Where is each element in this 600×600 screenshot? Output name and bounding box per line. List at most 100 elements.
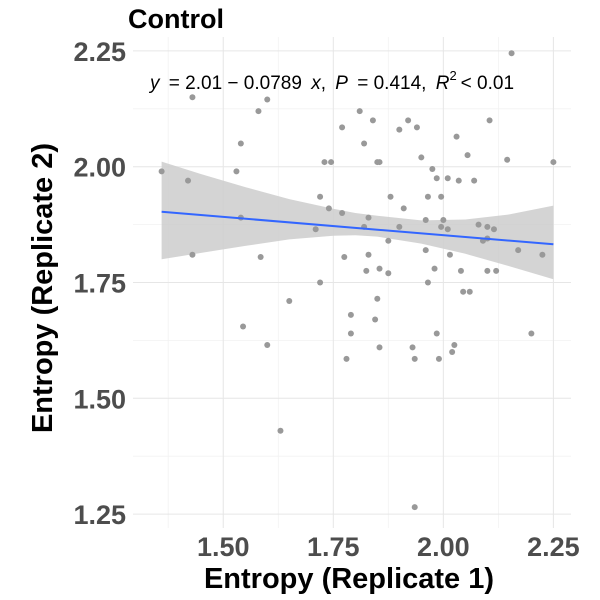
data-point (361, 140, 368, 147)
data-point (446, 251, 453, 258)
data-point (435, 355, 442, 362)
data-point (431, 265, 438, 272)
data-point (396, 126, 403, 133)
data-point (257, 254, 264, 261)
data-point (440, 216, 447, 223)
data-point (264, 96, 271, 103)
data-point (490, 226, 497, 233)
data-point (356, 108, 363, 115)
data-point (400, 205, 407, 212)
x-axis-title: Entropy (Replicate 1) (204, 563, 494, 595)
data-point (444, 175, 451, 182)
y-tick-label: 2.00 (73, 153, 126, 183)
data-point (504, 156, 511, 163)
data-point (550, 159, 557, 166)
x-tick-label: 2.25 (527, 532, 580, 562)
data-point (369, 117, 376, 124)
data-point (424, 193, 431, 200)
data-point (438, 193, 445, 200)
data-point (449, 348, 456, 355)
data-point (343, 355, 350, 362)
data-point (433, 175, 440, 182)
data-point (321, 159, 328, 166)
data-point (376, 344, 383, 351)
y-tick-label: 1.75 (73, 269, 126, 299)
data-point (325, 205, 332, 212)
grid (133, 37, 571, 528)
chart-title: Control (128, 4, 224, 34)
data-point (376, 265, 383, 272)
annotation-x-var: x (310, 73, 322, 94)
data-point (317, 193, 324, 200)
data-point (453, 133, 460, 140)
y-tick-label: 1.25 (73, 500, 126, 530)
annotation-y-var: y (148, 73, 161, 94)
data-point (277, 427, 284, 434)
data-point (471, 177, 478, 184)
data-point (339, 210, 346, 217)
data-point (539, 251, 546, 258)
data-point (264, 342, 271, 349)
y-axis-title: Entropy (Replicate 2) (27, 143, 59, 433)
data-point (185, 177, 192, 184)
data-point (363, 267, 370, 274)
data-point (444, 226, 451, 233)
data-point (418, 154, 425, 161)
annotation-r-name: R (436, 73, 450, 94)
data-point (347, 311, 354, 318)
annotation-r-value: < 0.01 (461, 73, 514, 94)
data-point (347, 330, 354, 337)
data-point (424, 279, 431, 286)
data-points (158, 50, 557, 511)
data-point (387, 193, 394, 200)
data-point (365, 251, 372, 258)
y-tick-label: 2.25 (73, 37, 126, 67)
data-point (189, 251, 196, 258)
data-point (339, 124, 346, 131)
data-point (466, 288, 473, 295)
regression-line-group (161, 210, 554, 246)
data-point (396, 223, 403, 230)
data-point (376, 159, 383, 166)
x-tick-label: 1.50 (197, 532, 250, 562)
data-point (233, 168, 240, 175)
data-point (475, 221, 482, 228)
data-point (455, 177, 462, 184)
data-point (365, 214, 372, 221)
data-point (312, 226, 319, 233)
data-point (189, 94, 196, 101)
y-tick-labels: 1.25 1.50 1.75 2.00 2.25 (73, 37, 126, 530)
x-tick-label: 2.00 (417, 532, 470, 562)
data-point (438, 223, 445, 230)
annotation-r-sup: 2 (449, 68, 456, 83)
data-point (451, 342, 458, 349)
annotation-equation: = 2.01 − 0.0789 (169, 73, 302, 94)
data-point (486, 117, 493, 124)
data-point (457, 267, 464, 274)
x-tick-labels: 1.50 1.75 2.00 2.25 (197, 532, 580, 562)
data-point (237, 140, 244, 147)
x-tick-label: 1.75 (307, 532, 360, 562)
data-point (422, 247, 429, 254)
data-point (341, 254, 348, 261)
data-point (484, 267, 491, 274)
y-tick-label: 1.50 (73, 384, 126, 414)
data-point (464, 152, 471, 159)
annotation-comma: , (321, 73, 326, 94)
data-point (411, 504, 418, 511)
data-point (317, 279, 324, 286)
data-point (528, 330, 535, 337)
data-point (374, 295, 381, 302)
data-point (493, 267, 500, 274)
data-point (385, 237, 392, 244)
data-point (429, 166, 436, 173)
regression-line (161, 210, 554, 246)
data-point (411, 355, 418, 362)
data-point (460, 288, 467, 295)
data-point (515, 247, 522, 254)
data-point (405, 117, 412, 124)
data-point (385, 270, 392, 277)
regression-annotation: y = 2.01 − 0.0789 x, P = 0.414, R2 < 0.01 (148, 68, 514, 94)
confidence-band (161, 161, 554, 280)
